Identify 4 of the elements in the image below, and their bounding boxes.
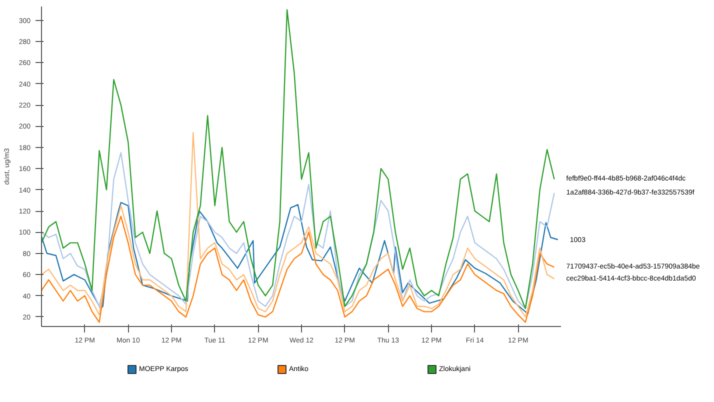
line-series <box>42 132 555 318</box>
line-series <box>42 9 555 310</box>
line-series <box>42 152 555 310</box>
line-series <box>42 216 555 323</box>
